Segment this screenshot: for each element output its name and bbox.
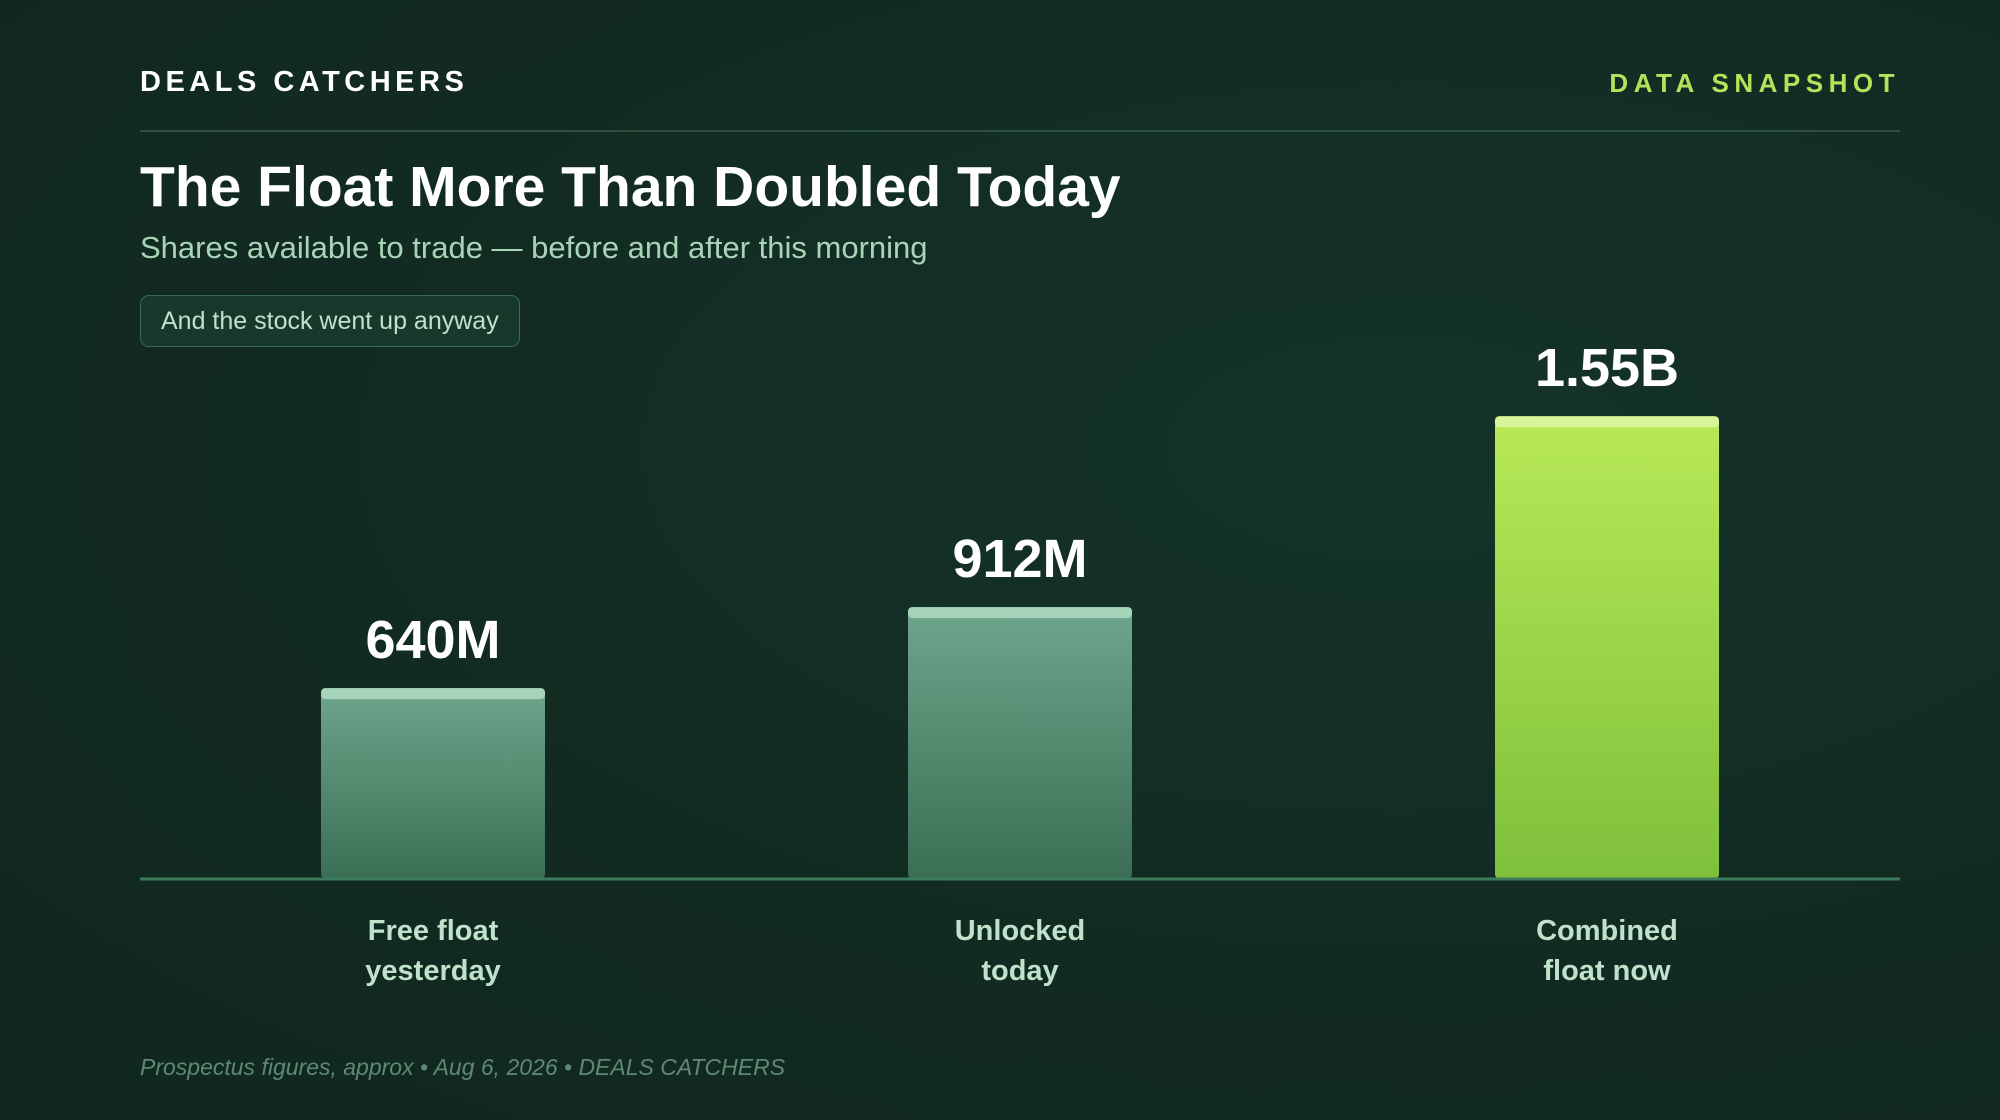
brand-name: DEALS CATCHERS bbox=[140, 66, 469, 98]
value-label-0: 640M bbox=[365, 610, 500, 670]
chart-title: The Float More Than Doubled Today bbox=[140, 155, 1121, 219]
chart-subtitle: Shares available to trade — before and a… bbox=[140, 230, 928, 265]
bar-2 bbox=[1495, 416, 1719, 879]
footer-source-note: Prospectus figures, approx • Aug 6, 2026… bbox=[140, 1054, 786, 1080]
value-label-2: 1.55B bbox=[1535, 338, 1679, 398]
bar-1 bbox=[908, 607, 1132, 879]
header-divider bbox=[140, 130, 1900, 132]
category-label-2-line-0: Combined bbox=[1536, 915, 1678, 947]
bar-cap-0 bbox=[321, 688, 545, 700]
category-label-0-line-1: yesterday bbox=[365, 955, 500, 987]
bar-cap-2 bbox=[1495, 416, 1719, 428]
category-label-0-line-0: Free float bbox=[368, 915, 499, 947]
category-label-2-line-1: float now bbox=[1543, 955, 1671, 987]
category-label-1-line-0: Unlocked bbox=[955, 915, 1086, 947]
data-snapshot-tag: DATA SNAPSHOT bbox=[1609, 68, 1900, 98]
bar-0 bbox=[321, 688, 545, 879]
annotation-pill: And the stock went up anyway bbox=[140, 295, 520, 347]
bar-cap-1 bbox=[908, 607, 1132, 619]
value-label-1: 912M bbox=[952, 529, 1087, 589]
category-label-1-line-1: today bbox=[981, 955, 1058, 987]
